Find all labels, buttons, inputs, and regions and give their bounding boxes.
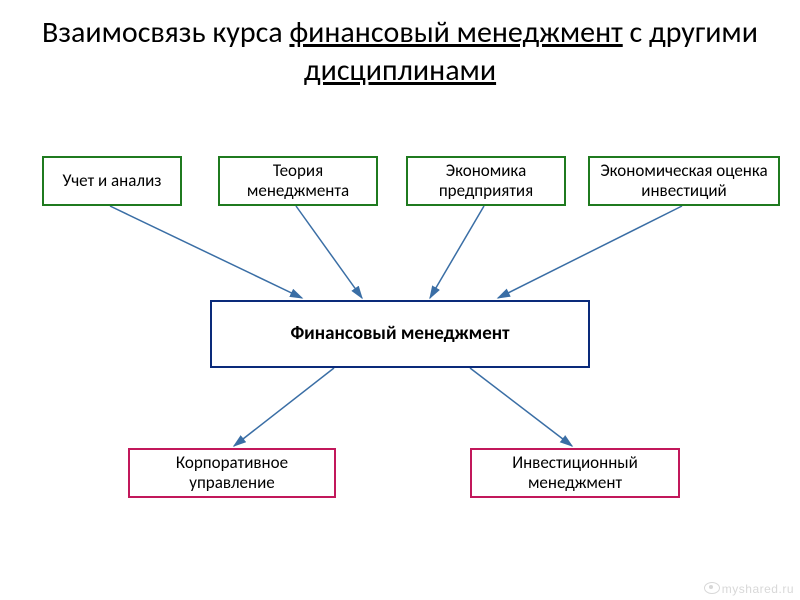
slide: Взаимосвязь курса финансовый менеджмент …: [0, 0, 800, 600]
title-text-2: с другими: [623, 14, 758, 51]
eye-icon: [704, 582, 720, 594]
title-text-1: Взаимосвязь курса: [42, 14, 289, 51]
watermark-text: myshared.ru: [722, 582, 794, 596]
top-box-1: Учет и анализ: [42, 156, 182, 206]
arrow-4: [498, 206, 682, 298]
bottom-box-1-label: Корпоративное управление: [130, 451, 334, 496]
top-box-2: Теория менеджмента: [218, 156, 378, 206]
top-box-1-label: Учет и анализ: [44, 169, 180, 193]
title-under-2: дисциплинами: [304, 52, 496, 89]
bottom-box-1: Корпоративное управление: [128, 448, 336, 498]
center-box: Финансовый менеджмент: [210, 300, 590, 368]
bottom-box-2: Инвестиционный менеджмент: [470, 448, 680, 498]
arrow-5: [234, 368, 334, 446]
center-box-label: Финансовый менеджмент: [212, 315, 588, 353]
top-box-4-label: Экономическая оценка инвестиций: [590, 159, 778, 204]
arrow-2: [296, 206, 362, 298]
arrow-1: [110, 206, 302, 298]
watermark: myshared.ru: [704, 581, 794, 596]
title-under-1: финансовый менеджмент: [289, 14, 622, 51]
top-box-3: Экономика предприятия: [406, 156, 566, 206]
arrow-6: [470, 368, 572, 446]
top-box-2-label: Теория менеджмента: [220, 159, 376, 204]
page-title: Взаимосвязь курса финансовый менеджмент …: [40, 14, 760, 89]
top-box-4: Экономическая оценка инвестиций: [588, 156, 780, 206]
arrow-3: [430, 206, 484, 298]
top-box-3-label: Экономика предприятия: [408, 159, 564, 204]
bottom-box-2-label: Инвестиционный менеджмент: [472, 451, 678, 496]
